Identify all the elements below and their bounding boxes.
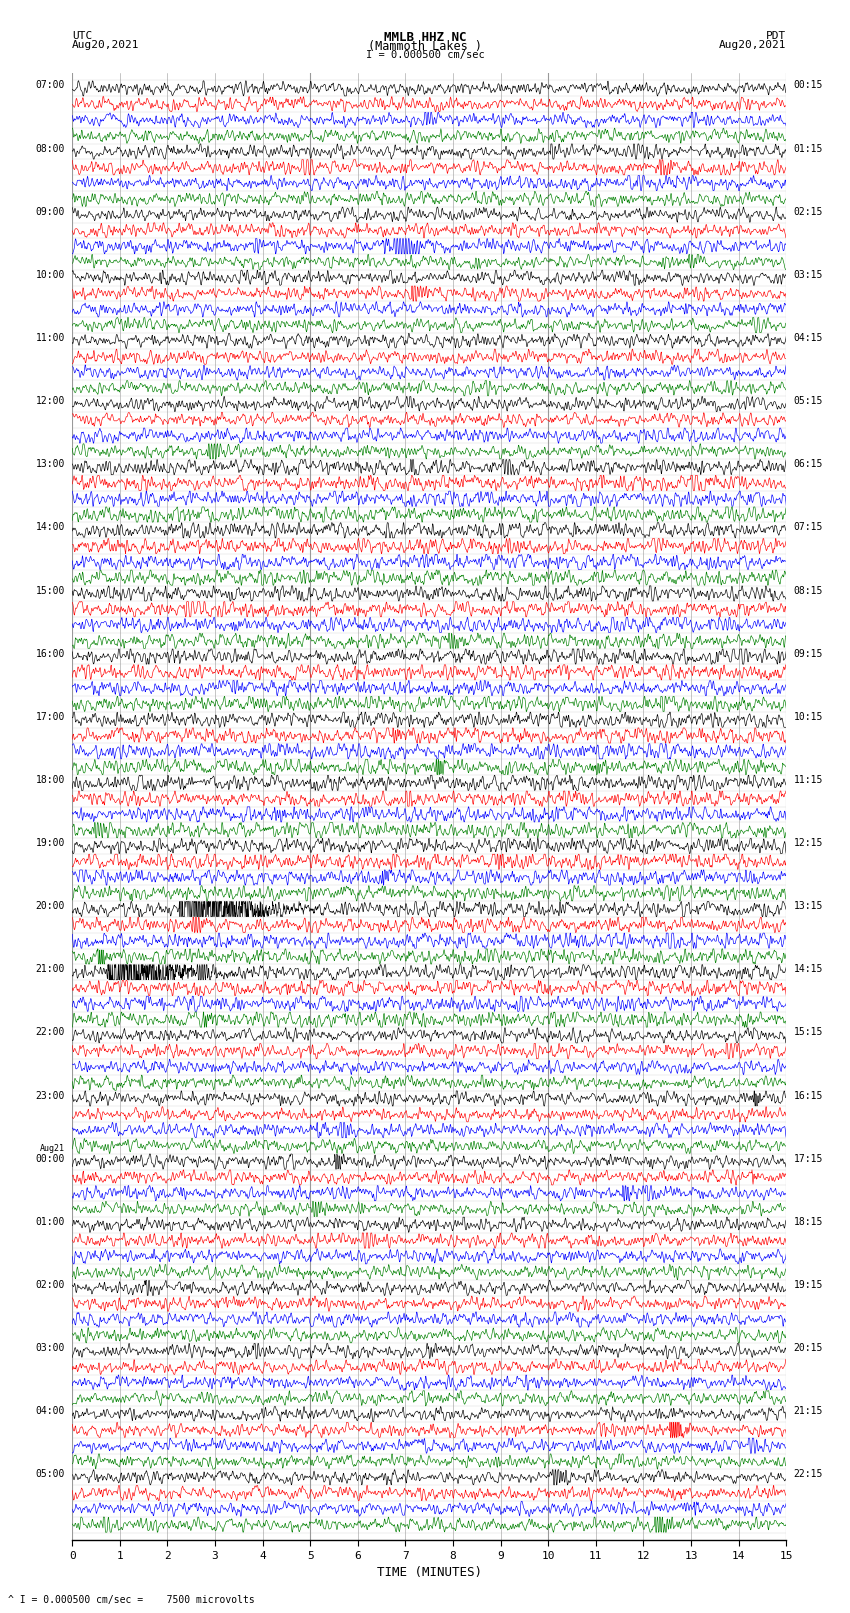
Text: 19:15: 19:15: [793, 1281, 823, 1290]
Text: 12:00: 12:00: [36, 397, 65, 406]
Text: Aug21: Aug21: [40, 1144, 65, 1153]
Text: 13:00: 13:00: [36, 460, 65, 469]
Text: 05:00: 05:00: [36, 1469, 65, 1479]
Text: 03:15: 03:15: [793, 269, 823, 281]
Text: 02:15: 02:15: [793, 206, 823, 216]
Text: 17:00: 17:00: [36, 711, 65, 721]
Text: I = 0.000500 cm/sec: I = 0.000500 cm/sec: [366, 50, 484, 60]
Text: 13:15: 13:15: [793, 902, 823, 911]
Text: 22:00: 22:00: [36, 1027, 65, 1037]
Text: 08:15: 08:15: [793, 586, 823, 595]
Text: 04:15: 04:15: [793, 332, 823, 344]
Text: 09:15: 09:15: [793, 648, 823, 658]
Text: 10:00: 10:00: [36, 269, 65, 281]
Text: 14:00: 14:00: [36, 523, 65, 532]
Text: 18:15: 18:15: [793, 1216, 823, 1227]
Text: 15:15: 15:15: [793, 1027, 823, 1037]
Text: 12:15: 12:15: [793, 839, 823, 848]
Text: 00:15: 00:15: [793, 81, 823, 90]
Text: 20:15: 20:15: [793, 1344, 823, 1353]
Text: 21:00: 21:00: [36, 965, 65, 974]
Text: 11:00: 11:00: [36, 332, 65, 344]
Text: 07:15: 07:15: [793, 523, 823, 532]
Text: 17:15: 17:15: [793, 1153, 823, 1163]
Text: 20:00: 20:00: [36, 902, 65, 911]
Text: 06:15: 06:15: [793, 460, 823, 469]
Text: 03:00: 03:00: [36, 1344, 65, 1353]
Text: 01:15: 01:15: [793, 144, 823, 153]
Text: PDT: PDT: [766, 31, 786, 40]
Text: 19:00: 19:00: [36, 839, 65, 848]
Text: 16:00: 16:00: [36, 648, 65, 658]
Text: 15:00: 15:00: [36, 586, 65, 595]
Text: 04:00: 04:00: [36, 1407, 65, 1416]
Text: 22:15: 22:15: [793, 1469, 823, 1479]
Text: 09:00: 09:00: [36, 206, 65, 216]
Text: 14:15: 14:15: [793, 965, 823, 974]
X-axis label: TIME (MINUTES): TIME (MINUTES): [377, 1566, 482, 1579]
Text: Aug20,2021: Aug20,2021: [72, 40, 139, 50]
Text: MMLB HHZ NC: MMLB HHZ NC: [383, 31, 467, 44]
Text: 11:15: 11:15: [793, 774, 823, 786]
Text: 07:00: 07:00: [36, 81, 65, 90]
Text: (Mammoth Lakes ): (Mammoth Lakes ): [368, 40, 482, 53]
Text: UTC: UTC: [72, 31, 93, 40]
Text: Aug20,2021: Aug20,2021: [719, 40, 786, 50]
Text: 23:00: 23:00: [36, 1090, 65, 1100]
Text: 21:15: 21:15: [793, 1407, 823, 1416]
Text: ^ I = 0.000500 cm/sec =    7500 microvolts: ^ I = 0.000500 cm/sec = 7500 microvolts: [8, 1595, 255, 1605]
Text: 10:15: 10:15: [793, 711, 823, 721]
Text: 02:00: 02:00: [36, 1281, 65, 1290]
Text: 00:00: 00:00: [36, 1153, 65, 1163]
Text: 05:15: 05:15: [793, 397, 823, 406]
Text: 16:15: 16:15: [793, 1090, 823, 1100]
Text: 18:00: 18:00: [36, 774, 65, 786]
Text: 01:00: 01:00: [36, 1216, 65, 1227]
Text: 08:00: 08:00: [36, 144, 65, 153]
